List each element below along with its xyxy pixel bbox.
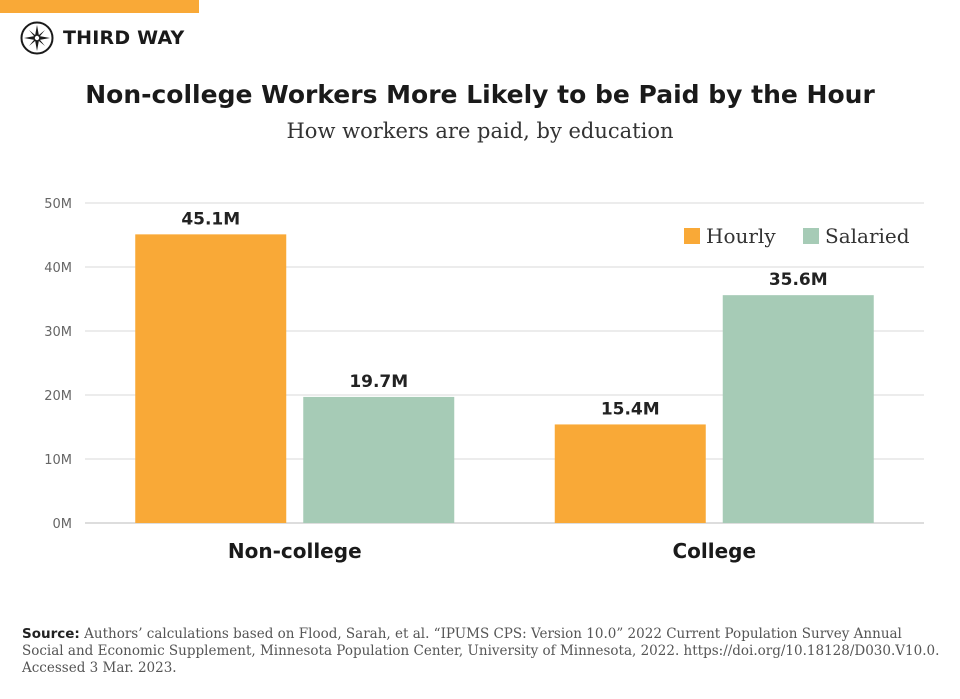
data-label: 15.4M bbox=[601, 399, 660, 419]
chart-title: Non-college Workers More Likely to be Pa… bbox=[85, 80, 875, 109]
bar bbox=[722, 295, 874, 523]
brand-name: THIRD WAY bbox=[63, 27, 185, 49]
legend-swatch bbox=[684, 228, 700, 244]
legend-label: Salaried bbox=[825, 224, 910, 248]
data-label: 35.6M bbox=[769, 270, 828, 290]
y-tick-label: 40M bbox=[44, 261, 72, 276]
data-label: 45.1M bbox=[181, 209, 240, 229]
y-tick-label: 50M bbox=[44, 197, 72, 212]
bar-chart: 0M 10M 20M 30M 40M 50M 45.1M 19.7M Non-college 15… bbox=[44, 197, 924, 563]
x-category-label: Non-college bbox=[228, 539, 362, 563]
y-tick-label: 0M bbox=[53, 517, 73, 532]
source-note: Source: Authors’ calculations based on F… bbox=[22, 626, 942, 677]
y-tick-label: 20M bbox=[44, 389, 72, 404]
compass-star-icon bbox=[20, 21, 54, 55]
legend-swatch bbox=[803, 228, 819, 244]
bar bbox=[135, 234, 287, 524]
source-text: Authors’ calculations based on Flood, Sa… bbox=[22, 626, 940, 676]
data-label: 19.7M bbox=[349, 372, 408, 392]
bar bbox=[554, 424, 706, 523]
legend-label: Hourly bbox=[706, 224, 776, 248]
source-label: Source: bbox=[22, 626, 80, 642]
y-tick-label: 30M bbox=[44, 325, 72, 340]
x-category-label: College bbox=[672, 539, 756, 563]
top-accent-bar bbox=[0, 0, 199, 13]
chart-subtitle: How workers are paid, by education bbox=[286, 119, 674, 143]
y-tick-label: 10M bbox=[44, 453, 72, 468]
brand: THIRD WAY bbox=[20, 21, 185, 55]
bar bbox=[303, 396, 455, 523]
